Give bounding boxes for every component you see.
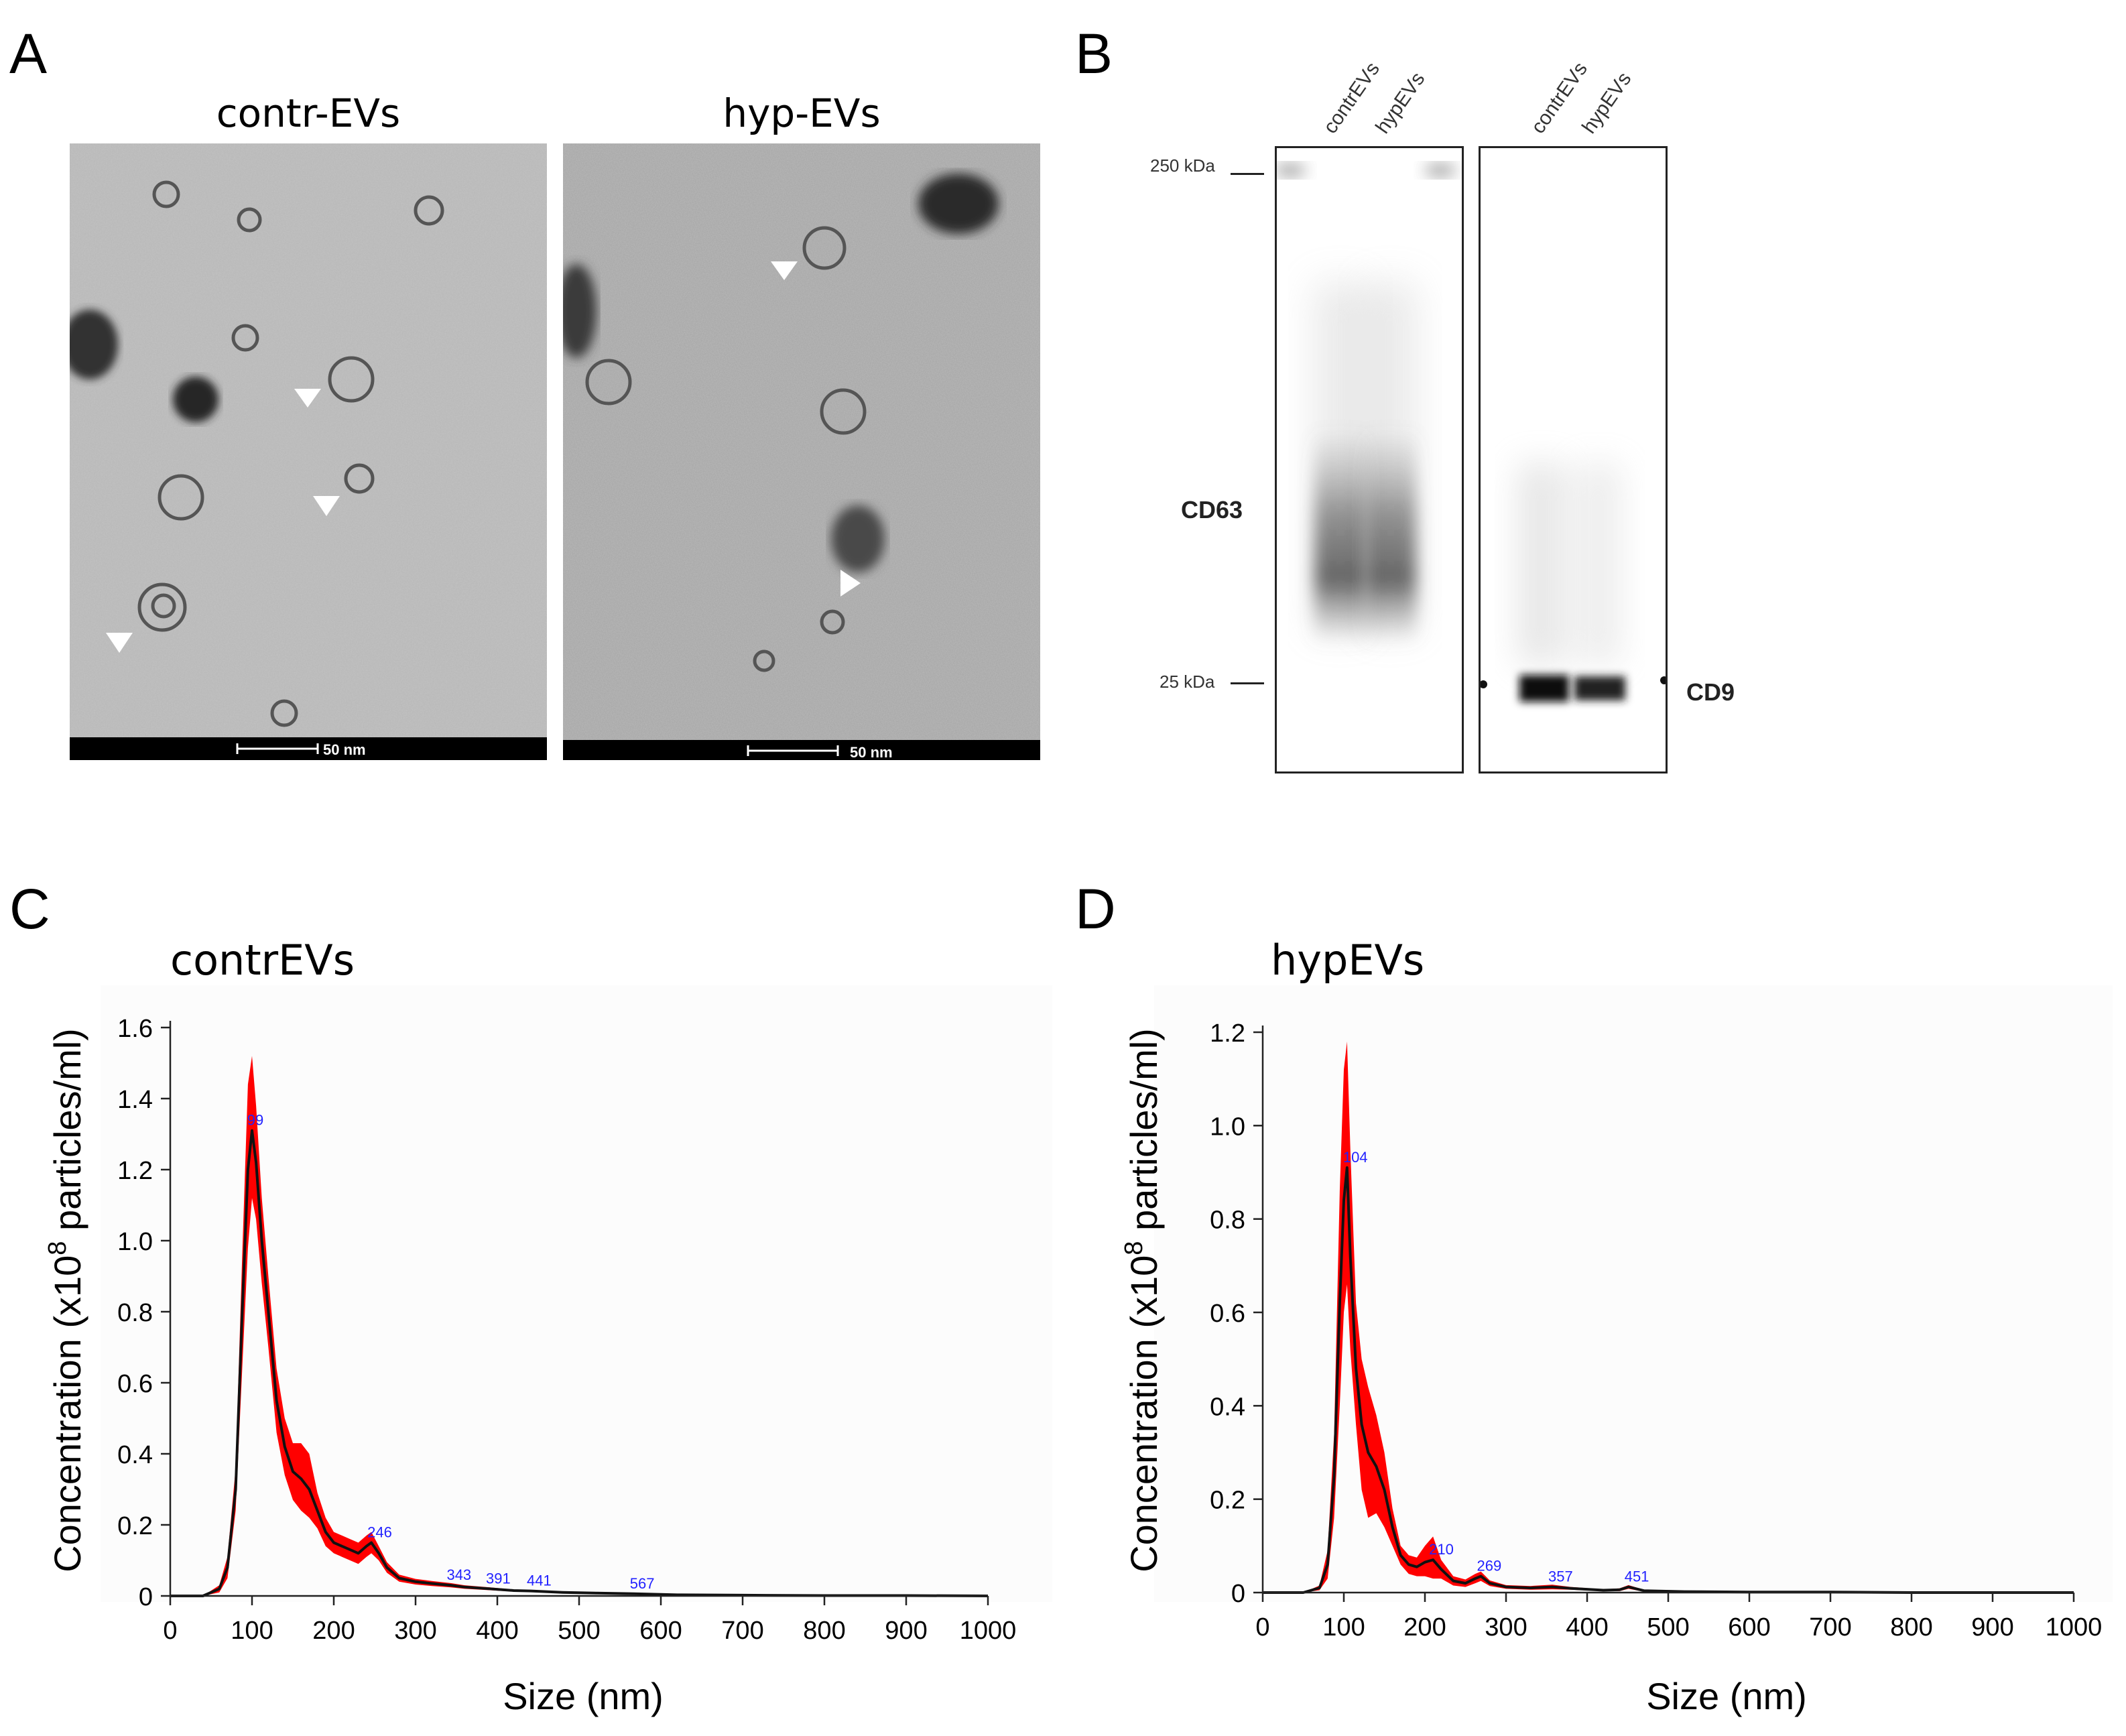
y-tick-label: 0.4 bbox=[117, 1441, 153, 1469]
x-tick-label: 300 bbox=[394, 1617, 436, 1645]
y-tick-label: 1.0 bbox=[1210, 1113, 1245, 1141]
peak-label: 391 bbox=[486, 1570, 511, 1587]
peak-label: 451 bbox=[1625, 1568, 1649, 1585]
x-tick-labels: 0 100 200 300 400 500 600 700 800 900 1000 bbox=[163, 1596, 1016, 1645]
x-tick-label: 0 bbox=[1255, 1613, 1269, 1641]
x-tick-label: 600 bbox=[639, 1617, 682, 1645]
peak-labels: 99 246 343 391 441 567 bbox=[247, 1112, 655, 1592]
x-tick-labels: 0 100 200 300 400 500 600 700 800 900 1000 bbox=[1255, 1593, 2102, 1641]
em-title-hyp: hyp-EVs bbox=[723, 90, 881, 136]
x-axis-label: Size (nm) bbox=[503, 1675, 664, 1717]
x-tick-label: 0 bbox=[163, 1617, 177, 1645]
y-tick-label: 0.8 bbox=[117, 1299, 153, 1327]
x-tick-label: 400 bbox=[1566, 1613, 1608, 1641]
nta-chart-hyp: 0 0.2 0.4 0.6 0.8 1.0 1.2 0 100 200 300 400 500 600 7… bbox=[1120, 985, 2113, 1717]
confidence-band bbox=[1263, 1041, 2074, 1593]
x-tick-label: 600 bbox=[1728, 1613, 1770, 1641]
x-tick-label: 100 bbox=[231, 1617, 273, 1645]
x-tick-label: 300 bbox=[1485, 1613, 1527, 1641]
y-axis-label: Concentration (x108 particles/ml) bbox=[1120, 1028, 1165, 1572]
marker-tick-25 bbox=[1231, 682, 1264, 684]
x-axis-label: Size (nm) bbox=[1646, 1675, 1807, 1717]
em-micrograph-contr: 50 nm bbox=[70, 143, 547, 760]
y-tick-labels: 0 0.2 0.4 0.6 0.8 1.0 1.2 bbox=[1210, 1019, 1263, 1608]
y-tick-label: 0.2 bbox=[1210, 1487, 1245, 1515]
y-tick-label: 1.6 bbox=[117, 1015, 153, 1043]
y-tick-label: 0 bbox=[139, 1583, 153, 1611]
y-tick-label: 0.8 bbox=[1210, 1206, 1245, 1235]
x-tick-label: 700 bbox=[721, 1617, 763, 1645]
mean-line bbox=[1263, 1166, 2074, 1594]
marker-label-250: 250 kDa bbox=[1150, 156, 1215, 176]
scale-bar-label-contr: 50 nm bbox=[323, 741, 366, 758]
y-tick-labels: 0 0.2 0.4 0.6 0.8 1.0 1.2 1.4 1.6 bbox=[117, 1015, 170, 1611]
blot-cd63-bands bbox=[1277, 166, 1454, 644]
em-micrograph-hyp: 50 nm bbox=[563, 143, 1040, 760]
peak-label: 343 bbox=[446, 1566, 471, 1583]
x-tick-label: 900 bbox=[885, 1617, 927, 1645]
x-tick-label: 700 bbox=[1809, 1613, 1851, 1641]
x-tick-label: 500 bbox=[558, 1617, 600, 1645]
y-axis-label: Concentration (x108 particles/ml) bbox=[44, 1028, 88, 1572]
size-distribution-line bbox=[170, 1129, 989, 1597]
y-tick-label: 0.6 bbox=[117, 1370, 153, 1398]
peak-label: 441 bbox=[527, 1572, 552, 1589]
em-title-contr: contr-EVs bbox=[216, 90, 401, 136]
scale-bar-label-hyp: 50 nm bbox=[850, 744, 893, 760]
y-tick-label: 0.2 bbox=[117, 1512, 153, 1540]
x-tick-label: 1000 bbox=[960, 1617, 1017, 1645]
peak-label: 104 bbox=[1343, 1149, 1368, 1166]
y-tick-label: 1.4 bbox=[117, 1086, 153, 1114]
panel-label-c: C bbox=[9, 877, 50, 940]
y-tick-label: 1.0 bbox=[117, 1228, 153, 1256]
nta-chart-contr: 0 0.2 0.4 0.6 0.8 1.0 1.2 1.4 1.6 0 100 200 300 400 5… bbox=[44, 985, 1052, 1717]
western-blot-cd9 bbox=[1479, 146, 1668, 773]
marker-tick-250 bbox=[1231, 173, 1264, 175]
panel-label-b: B bbox=[1075, 22, 1113, 85]
x-tick-label: 800 bbox=[1890, 1613, 1932, 1641]
y-tick-label: 0.4 bbox=[1210, 1393, 1245, 1421]
marker-label-25: 25 kDa bbox=[1160, 672, 1215, 692]
x-tick-label: 200 bbox=[1403, 1613, 1446, 1641]
em-image-hyp: 50 nm bbox=[563, 143, 1040, 760]
peak-label: 357 bbox=[1548, 1568, 1573, 1585]
x-tick-label: 900 bbox=[1971, 1613, 2013, 1641]
protein-label-cd9: CD9 bbox=[1686, 678, 1735, 706]
x-tick-label: 100 bbox=[1322, 1613, 1365, 1641]
x-tick-label: 1000 bbox=[2046, 1613, 2103, 1641]
lane-label-left-hyp: hypEVs bbox=[1371, 68, 1430, 138]
peak-label: 210 bbox=[1429, 1541, 1454, 1558]
mean-line bbox=[170, 1129, 989, 1597]
confidence-band-area bbox=[1263, 1041, 2074, 1593]
y-tick-label: 1.2 bbox=[117, 1157, 153, 1185]
x-tick-label: 800 bbox=[803, 1617, 845, 1645]
peak-label: 269 bbox=[1477, 1558, 1501, 1574]
confidence-band-area bbox=[170, 1056, 988, 1596]
panel-label-a: A bbox=[9, 22, 48, 85]
chart-title-contr: contrEVs bbox=[170, 936, 355, 985]
em-image-contr: 50 nm bbox=[70, 143, 547, 760]
protein-label-cd63: CD63 bbox=[1181, 496, 1243, 523]
x-tick-label: 200 bbox=[312, 1617, 355, 1645]
y-tick-label: 0 bbox=[1231, 1580, 1245, 1608]
size-distribution-line bbox=[1263, 1166, 2074, 1594]
confidence-band bbox=[170, 1056, 988, 1596]
chart-title-hyp: hypEVs bbox=[1271, 936, 1425, 985]
y-tick-label: 0.6 bbox=[1210, 1300, 1245, 1328]
x-tick-label: 400 bbox=[476, 1617, 518, 1645]
panel-label-d: D bbox=[1075, 877, 1116, 940]
peak-label: 567 bbox=[630, 1575, 655, 1592]
western-blot-cd63 bbox=[1275, 146, 1464, 773]
y-tick-label: 1.2 bbox=[1210, 1019, 1245, 1048]
peak-label: 99 bbox=[247, 1112, 263, 1129]
blot-cd9-bands bbox=[1481, 463, 1666, 702]
x-tick-label: 500 bbox=[1647, 1613, 1689, 1641]
peak-label: 246 bbox=[367, 1524, 392, 1541]
peak-labels: 104 210 269 357 451 bbox=[1343, 1149, 1649, 1585]
